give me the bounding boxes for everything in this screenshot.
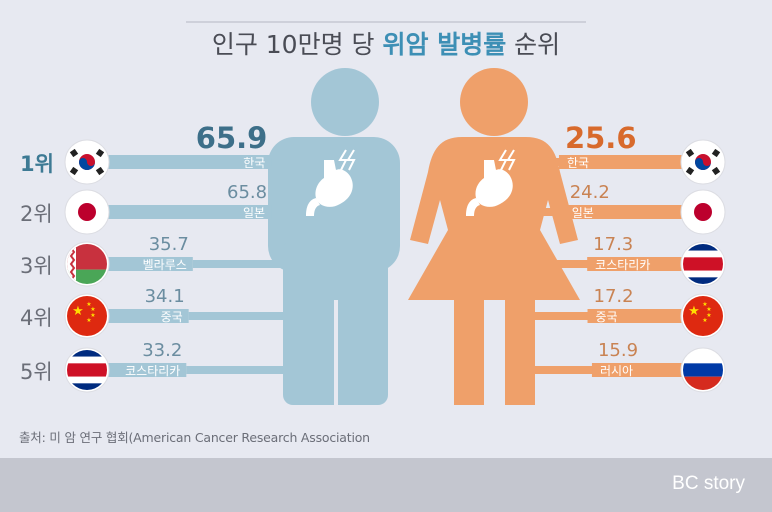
rank-labels: 1위 2위 3위 4위 5위 — [20, 152, 54, 384]
female-connector — [512, 366, 593, 374]
male-country-label: 코스타리카 — [125, 364, 180, 378]
svg-text:★: ★ — [702, 301, 707, 308]
male-bar — [96, 363, 187, 377]
male-connector — [192, 260, 282, 268]
male-country-label: 중국 — [161, 310, 183, 324]
flag-korea-icon — [680, 139, 726, 185]
stomach-icon — [466, 149, 516, 216]
flag-costa-rica-icon — [680, 241, 726, 287]
female-country-label: 코스타리카 — [595, 258, 650, 272]
male-value-label: 65.8 — [227, 182, 267, 203]
svg-text:★: ★ — [706, 312, 711, 319]
female-country-label: 러시아 — [600, 364, 633, 378]
male-row: 코스타리카 33.2 — [64, 340, 298, 393]
male-bar — [96, 257, 193, 271]
svg-text:★: ★ — [90, 306, 95, 313]
female-connector — [520, 208, 565, 216]
female-country-label: 일본 — [572, 206, 594, 220]
female-bar — [587, 257, 706, 271]
female-row: 러시아 15.9 — [512, 340, 726, 393]
svg-text:★: ★ — [86, 301, 91, 308]
female-value-label: 24.2 — [570, 182, 610, 203]
male-row: 일본 65.8 — [64, 182, 302, 235]
title-highlight: 위암 발병률 — [382, 30, 506, 59]
female-connector — [532, 158, 560, 166]
rank-label-3: 3위 — [20, 254, 53, 278]
rank-label-5: 5위 — [20, 360, 53, 384]
male-country-label: 벨라루스 — [143, 258, 187, 272]
female-value-label: 17.3 — [593, 234, 633, 255]
male-value-label: 33.2 — [142, 340, 182, 361]
male-bar — [96, 155, 272, 169]
male-connector — [271, 158, 302, 166]
male-country-label: 일본 — [243, 206, 265, 220]
flag-russia-icon — [680, 347, 726, 393]
rank-label-4: 4위 — [20, 306, 53, 330]
flag-korea-icon — [64, 139, 110, 185]
svg-text:★: ★ — [72, 304, 84, 319]
male-value-label: 34.1 — [145, 286, 185, 307]
flag-china-icon: ★ ★★★★ — [680, 293, 726, 339]
female-value-label: 15.9 — [598, 340, 638, 361]
stomach-icon — [306, 149, 356, 216]
svg-text:★: ★ — [86, 317, 91, 324]
female-value-label: 25.6 — [565, 121, 637, 155]
title-part-1: 인구 10만명 당 — [212, 30, 383, 59]
female-bar — [587, 309, 706, 323]
female-bar — [591, 363, 706, 377]
female-value-label: 17.2 — [594, 286, 634, 307]
male-bar — [96, 309, 189, 323]
female-row: 코스타리카 17.3 — [508, 234, 726, 287]
female-row: 일본 24.2 — [520, 182, 726, 235]
female-connector — [510, 312, 589, 320]
svg-text:★: ★ — [90, 312, 95, 319]
svg-text:★: ★ — [688, 304, 700, 319]
male-bar — [96, 205, 272, 219]
male-connector — [186, 366, 298, 374]
female-bar — [563, 205, 706, 219]
flag-belarus-icon — [64, 241, 110, 287]
flag-costa-rica-icon — [64, 347, 110, 393]
male-row: 벨라루스 35.7 — [64, 234, 282, 287]
male-country-label: 한국 — [243, 156, 265, 170]
female-connector — [508, 260, 589, 268]
female-bar — [558, 155, 706, 169]
flag-japan-icon — [64, 189, 110, 235]
flag-japan-icon — [680, 189, 726, 235]
svg-text:★: ★ — [706, 306, 711, 313]
title-part-2: 순위 — [506, 30, 560, 59]
male-value-label: 65.9 — [196, 121, 268, 155]
source-citation: 출처: 미 암 연구 협회(American Cancer Research A… — [19, 430, 370, 445]
flag-china-icon: ★ ★★★★ — [64, 293, 110, 339]
female-country-label: 한국 — [567, 156, 589, 170]
male-connector — [271, 208, 302, 216]
footer-bar: BC story — [0, 458, 772, 512]
female-country-label: 중국 — [596, 310, 618, 324]
rank-label-1: 1위 — [20, 152, 54, 176]
male-value-label: 35.7 — [149, 234, 189, 255]
chart-title: 인구 10만명 당 위암 발병률 순위 — [212, 30, 560, 59]
svg-text:★: ★ — [702, 317, 707, 324]
male-connector — [188, 312, 286, 320]
brand-label: BC story — [672, 473, 745, 494]
woman-figure-icon — [408, 68, 580, 405]
rank-label-2: 2위 — [20, 202, 53, 226]
